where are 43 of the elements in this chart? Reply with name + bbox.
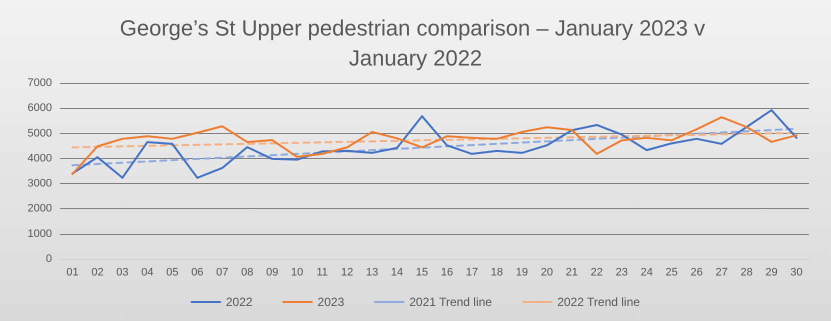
x-tick-label: 09: [266, 266, 278, 278]
x-tick-label: 29: [765, 266, 778, 278]
y-tick-label: 4000: [28, 152, 52, 164]
x-tick-label: 13: [366, 266, 378, 278]
chart-title: George’s St Upper pedestrian comparison – January 2023 v January 2022: [120, 16, 712, 70]
x-tick-label: 26: [690, 266, 703, 278]
y-tick-label: 6000: [28, 102, 52, 114]
x-tick-label: 27: [715, 266, 728, 278]
x-tick-label: 02: [91, 266, 104, 278]
legend-label: 2021 Trend line: [409, 295, 492, 309]
x-tick-label: 01: [66, 266, 79, 278]
x-tick-label: 12: [340, 266, 354, 278]
x-tick-label: 03: [116, 266, 129, 278]
y-tick-label: 3000: [28, 178, 52, 190]
y-tick-label: 5000: [28, 127, 52, 140]
x-tick-label: 18: [490, 266, 504, 278]
x-tick-label: 08: [241, 266, 254, 278]
x-tick-label: 21: [566, 266, 578, 278]
x-tick-label: 28: [740, 266, 753, 278]
x-tick-label: 06: [191, 266, 204, 278]
x-tick-label: 19: [516, 266, 528, 278]
x-tick-label: 07: [216, 266, 228, 278]
x-tick-label: 11: [316, 266, 328, 278]
x-tick-label: 22: [590, 266, 603, 278]
x-tick-label: 25: [666, 266, 678, 278]
x-tick-label: 15: [416, 266, 428, 278]
legend-label: 2022 Trend line: [557, 295, 640, 309]
y-tick-label: 7000: [28, 77, 52, 89]
x-tick-label: 30: [790, 266, 803, 278]
x-tick-label: 16: [440, 266, 454, 278]
x-tick-label: 17: [466, 266, 478, 278]
x-tick-label: 05: [166, 266, 178, 278]
x-tick-label: 23: [616, 266, 628, 278]
legend-label: 2023: [318, 295, 345, 309]
y-tick-label: 1000: [28, 228, 52, 240]
x-tick-label: 24: [640, 266, 653, 278]
x-tick-label: 10: [291, 266, 304, 278]
y-tick-label: 2000: [28, 202, 52, 215]
x-tick-label: 20: [540, 266, 553, 278]
x-tick-label: 14: [390, 266, 404, 278]
y-tick-label: 0: [46, 253, 52, 265]
legend-label: 2022: [226, 295, 253, 309]
x-tick-label: 04: [141, 266, 154, 278]
